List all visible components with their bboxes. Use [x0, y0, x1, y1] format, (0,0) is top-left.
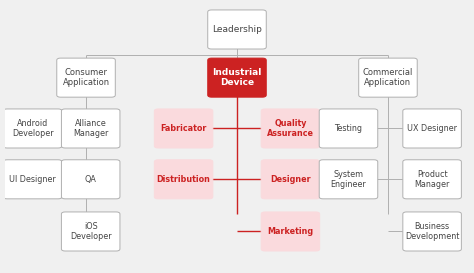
FancyBboxPatch shape — [261, 109, 319, 148]
FancyBboxPatch shape — [208, 10, 266, 49]
Text: QA: QA — [85, 175, 97, 184]
FancyBboxPatch shape — [3, 109, 62, 148]
Text: Quality
Assurance: Quality Assurance — [267, 119, 314, 138]
Text: Leadership: Leadership — [212, 25, 262, 34]
Text: Business
Development: Business Development — [405, 222, 459, 241]
Text: Consumer
Application: Consumer Application — [63, 68, 109, 87]
Text: System
Engineer: System Engineer — [330, 170, 366, 189]
FancyBboxPatch shape — [62, 109, 120, 148]
FancyBboxPatch shape — [62, 160, 120, 199]
Text: Marketing: Marketing — [267, 227, 313, 236]
Text: Industrial
Device: Industrial Device — [212, 68, 262, 87]
Text: Distribution: Distribution — [156, 175, 210, 184]
Text: Fabricator: Fabricator — [160, 124, 207, 133]
FancyBboxPatch shape — [319, 109, 378, 148]
Text: Alliance
Manager: Alliance Manager — [73, 119, 109, 138]
FancyBboxPatch shape — [3, 160, 62, 199]
FancyBboxPatch shape — [403, 109, 461, 148]
FancyBboxPatch shape — [57, 58, 115, 97]
Text: Commercial
Application: Commercial Application — [363, 68, 413, 87]
Text: iOS
Developer: iOS Developer — [70, 222, 111, 241]
FancyBboxPatch shape — [359, 58, 417, 97]
FancyBboxPatch shape — [155, 160, 213, 199]
FancyBboxPatch shape — [261, 160, 319, 199]
FancyBboxPatch shape — [403, 160, 461, 199]
Text: Designer: Designer — [270, 175, 311, 184]
FancyBboxPatch shape — [62, 212, 120, 251]
FancyBboxPatch shape — [319, 160, 378, 199]
FancyBboxPatch shape — [208, 58, 266, 97]
Text: UI Designer: UI Designer — [9, 175, 56, 184]
Text: UX Designer: UX Designer — [407, 124, 457, 133]
FancyBboxPatch shape — [403, 212, 461, 251]
Text: Testing: Testing — [335, 124, 363, 133]
Text: Android
Developer: Android Developer — [12, 119, 54, 138]
FancyBboxPatch shape — [261, 212, 319, 251]
FancyBboxPatch shape — [155, 109, 213, 148]
Text: Product
Manager: Product Manager — [414, 170, 450, 189]
